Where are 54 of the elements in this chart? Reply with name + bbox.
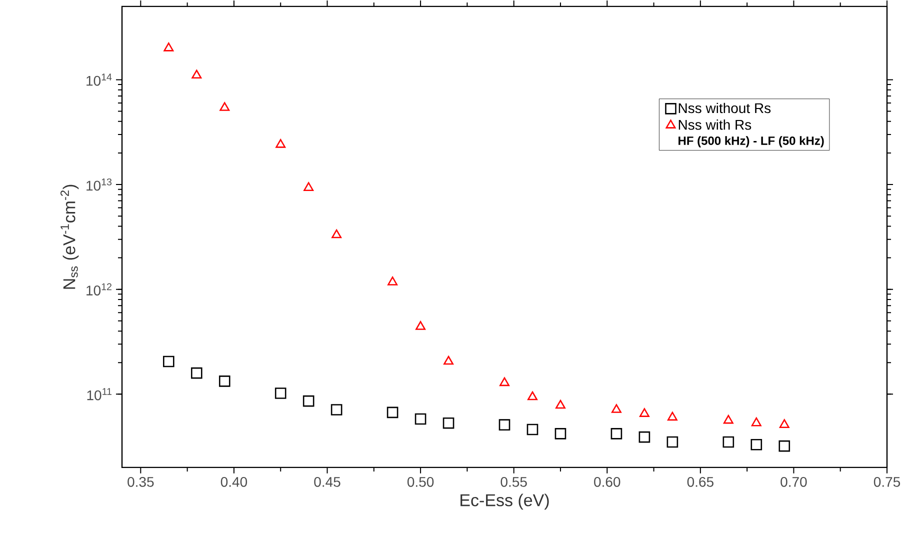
point [274, 387, 286, 399]
point [639, 408, 650, 417]
x-axis-title: Ec-Ess (eV) [460, 494, 549, 510]
point [276, 138, 286, 148]
x-tick-label: 0.40 [220, 476, 248, 487]
y-tick-label: 10$^{11}$ [87, 388, 112, 400]
point [554, 428, 566, 440]
point [751, 417, 762, 426]
x-tick-label: 0.60 [594, 476, 620, 487]
point [302, 395, 314, 406]
point [500, 377, 510, 386]
point [332, 229, 342, 238]
point [723, 414, 734, 424]
y-tick-label: 10$^{12}$ [86, 283, 112, 296]
x-tick-label: 0.75 [874, 476, 900, 487]
point [750, 438, 762, 450]
point [555, 400, 566, 408]
point [388, 276, 398, 286]
point [498, 418, 510, 430]
point [304, 182, 314, 191]
x-tick-label: 0.45 [314, 476, 340, 487]
point [638, 431, 650, 442]
x-tick-label: 0.70 [780, 476, 807, 487]
point [190, 367, 202, 378]
point [722, 436, 734, 448]
point [444, 356, 454, 364]
point [666, 436, 678, 448]
point [442, 417, 454, 428]
point [164, 42, 174, 52]
point [611, 404, 622, 413]
point [192, 70, 202, 78]
point [220, 102, 230, 111]
point [330, 404, 342, 416]
point [386, 406, 398, 418]
y-tick-label: 10$^{14}$ [86, 73, 112, 86]
x-tick-label: 0.65 [687, 476, 714, 487]
point [779, 418, 790, 428]
point [218, 375, 230, 387]
point [528, 391, 538, 400]
legend-label: Nss with Rs [678, 119, 752, 130]
point [416, 320, 426, 330]
point [414, 413, 426, 424]
point [610, 428, 622, 440]
x-tick-label: 0.35 [128, 476, 154, 487]
point [778, 440, 790, 452]
y-tick-label: 10$^{13}$ [86, 178, 112, 190]
legend-label: Nss without Rs [678, 102, 771, 113]
point [667, 412, 678, 420]
point [526, 424, 538, 435]
annotation: HF (500 kHz) - LF (50 kHz) [678, 136, 824, 148]
y-axis-title: N$_{ss}$ (eV$^{-1}$cm$^{-2}$) [60, 184, 79, 288]
x-tick-label: 0.55 [500, 476, 527, 487]
point [163, 356, 174, 367]
x-tick-label: 0.50 [407, 476, 434, 487]
